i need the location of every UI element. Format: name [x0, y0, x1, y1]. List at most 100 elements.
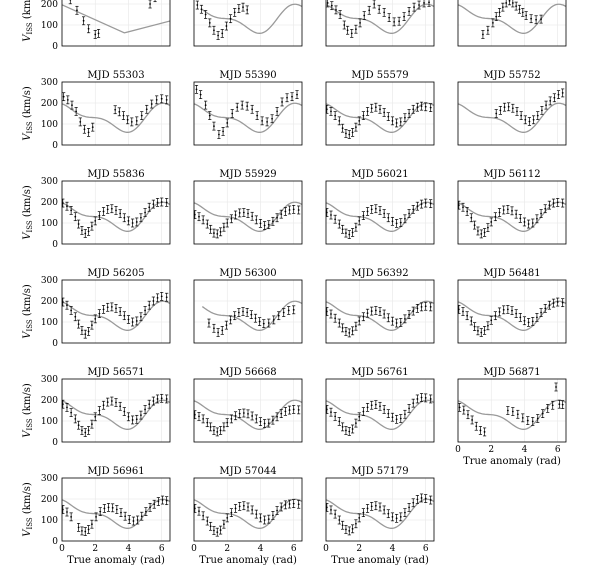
data-marker	[284, 210, 287, 213]
data-point	[551, 400, 555, 410]
data-point	[165, 95, 169, 105]
data-point	[556, 198, 560, 207]
data-point	[374, 204, 378, 214]
data-marker	[561, 202, 564, 204]
data-marker	[540, 18, 542, 21]
data-point	[510, 306, 514, 316]
data-point	[412, 2, 416, 12]
data-marker	[387, 512, 390, 515]
data-marker	[458, 204, 460, 207]
data-marker	[462, 206, 464, 209]
data-point	[221, 126, 225, 136]
data-point	[540, 105, 544, 115]
data-marker	[399, 321, 402, 324]
y-tick-label: 0	[52, 240, 58, 250]
data-point	[551, 298, 556, 308]
data-marker	[363, 14, 366, 17]
data-point	[118, 209, 122, 218]
data-point	[502, 102, 507, 112]
y-tick-label: 0	[52, 537, 58, 547]
data-marker	[428, 1, 430, 4]
data-marker	[280, 213, 283, 216]
data-marker	[351, 428, 354, 430]
data-marker	[148, 403, 151, 406]
x-tick-label: 6	[423, 544, 429, 554]
data-marker	[520, 114, 523, 117]
data-marker	[256, 114, 259, 117]
data-point	[207, 318, 211, 328]
data-point	[62, 92, 66, 102]
data-marker	[366, 507, 369, 510]
data-marker	[102, 404, 105, 407]
data-marker	[536, 114, 539, 117]
data-point	[411, 498, 415, 508]
data-point	[399, 218, 403, 227]
data-marker	[413, 6, 415, 9]
panel: MJD 55390	[193, 70, 303, 146]
model-curve	[201, 3, 302, 34]
data-marker	[77, 323, 80, 325]
data-point	[271, 216, 275, 226]
data-marker	[272, 220, 274, 223]
data-point	[195, 0, 199, 10]
data-marker	[87, 528, 90, 531]
data-point	[378, 307, 382, 316]
data-point	[228, 315, 233, 325]
data-marker	[338, 519, 341, 521]
data-point	[407, 503, 411, 512]
data-marker	[358, 320, 361, 322]
data-point	[411, 306, 415, 316]
data-marker	[515, 5, 518, 7]
data-point	[160, 292, 164, 301]
data-marker	[420, 305, 423, 308]
data-point	[139, 410, 143, 420]
data-point	[473, 322, 477, 331]
data-marker	[297, 209, 300, 211]
data-point	[242, 208, 246, 217]
data-point	[511, 103, 515, 113]
data-point	[535, 313, 539, 322]
y-axis-label: VISS (km/s)	[22, 0, 34, 42]
data-marker	[358, 517, 361, 519]
data-point	[135, 217, 139, 227]
data-marker	[408, 112, 410, 115]
data-marker	[470, 216, 473, 219]
data-marker	[412, 208, 415, 211]
data-marker	[519, 316, 522, 319]
data-point	[358, 18, 362, 28]
data-marker	[219, 230, 222, 233]
data-point	[539, 308, 543, 317]
data-point	[151, 396, 155, 406]
data-marker	[206, 421, 209, 424]
data-marker	[66, 205, 68, 208]
model-curve	[326, 399, 434, 430]
data-point	[101, 305, 106, 314]
data-marker	[473, 325, 476, 328]
data-point	[250, 211, 254, 221]
x-tick-label: 2	[488, 445, 494, 455]
data-marker	[219, 529, 222, 531]
data-point	[326, 307, 329, 316]
panel-plot-area	[326, 300, 434, 338]
data-point	[473, 220, 477, 230]
panel-plot-area	[458, 382, 566, 437]
data-marker	[391, 220, 394, 223]
data-point	[242, 408, 246, 418]
data-point	[354, 519, 358, 529]
data-marker	[338, 223, 341, 225]
data-marker	[204, 13, 207, 16]
data-marker	[553, 96, 556, 99]
data-point	[130, 117, 134, 127]
data-point	[378, 502, 382, 512]
data-marker	[98, 312, 101, 315]
data-point	[140, 511, 144, 521]
data-point	[403, 214, 407, 224]
data-point	[224, 21, 228, 31]
data-point	[297, 405, 301, 415]
data-point	[258, 417, 263, 426]
data-point	[101, 400, 106, 410]
data-point	[66, 95, 70, 105]
data-marker	[501, 6, 504, 9]
data-marker	[66, 511, 68, 513]
data-marker	[284, 503, 287, 506]
